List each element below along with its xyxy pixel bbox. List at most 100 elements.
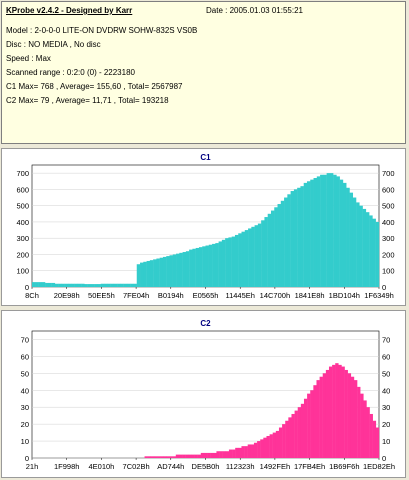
x-tick-label: 17FB4Eh bbox=[294, 462, 325, 471]
data-bar bbox=[179, 252, 183, 287]
data-bar bbox=[350, 376, 355, 458]
scanned-range-info: Scanned range : 0:2:0 (0) - 2223180 bbox=[6, 68, 135, 77]
data-bar bbox=[189, 249, 193, 287]
data-bar bbox=[290, 191, 295, 287]
data-bar bbox=[291, 413, 295, 458]
x-tick-label: 21h bbox=[26, 462, 39, 471]
data-bar bbox=[84, 284, 88, 287]
y-tick-label-right: 10 bbox=[382, 437, 390, 446]
app-header: KProbe v2.4.2 - Designed by Karr bbox=[6, 6, 133, 15]
data-bar bbox=[100, 283, 105, 287]
data-bar bbox=[74, 283, 79, 287]
data-bar bbox=[270, 210, 275, 287]
data-bar bbox=[51, 282, 56, 287]
x-tick-label: DE5B0h bbox=[192, 462, 220, 471]
data-bar bbox=[191, 454, 195, 458]
data-bar bbox=[166, 456, 170, 458]
data-bar bbox=[41, 282, 46, 287]
data-bar bbox=[285, 420, 289, 458]
y-tick-label-right: 400 bbox=[382, 218, 395, 227]
data-bar bbox=[146, 260, 151, 287]
data-bar bbox=[222, 451, 227, 458]
data-bar bbox=[238, 447, 242, 458]
data-bar bbox=[157, 456, 161, 458]
scan-date: Date : 2005.01.03 01:55:21 bbox=[206, 6, 303, 15]
data-bar bbox=[218, 241, 223, 287]
data-bar bbox=[260, 439, 264, 458]
y-tick-label-left: 100 bbox=[16, 267, 29, 276]
data-bar bbox=[251, 226, 255, 287]
data-bar bbox=[297, 407, 302, 458]
data-bar bbox=[253, 442, 258, 458]
data-bar bbox=[172, 254, 177, 287]
data-bar bbox=[274, 207, 278, 287]
data-bar bbox=[185, 454, 189, 458]
data-bar bbox=[335, 363, 339, 458]
data-bar bbox=[126, 283, 131, 287]
data-bar bbox=[205, 245, 209, 287]
data-bar bbox=[300, 186, 304, 287]
data-bar bbox=[280, 200, 285, 287]
y-tick-label-right: 700 bbox=[382, 169, 395, 178]
c2-chart-panel: C2 0 0 10 10 20 20 30 30 40 40 50 50 60 60 70 70 21h 1F998… bbox=[1, 310, 406, 478]
data-bar bbox=[231, 236, 236, 287]
data-bar bbox=[241, 231, 245, 287]
data-bar bbox=[192, 248, 196, 287]
y-tick-label-left: 60 bbox=[21, 352, 29, 361]
data-bar bbox=[221, 239, 226, 287]
data-bar bbox=[198, 247, 203, 287]
data-bar bbox=[143, 261, 147, 287]
data-bar bbox=[195, 247, 200, 287]
data-bar bbox=[90, 284, 95, 287]
data-bar bbox=[372, 218, 376, 287]
data-bar bbox=[316, 380, 320, 458]
c1-summary: C1 Max= 768 , Average= 155,60 , Total= 2… bbox=[6, 82, 183, 91]
y-tick-label-right: 60 bbox=[382, 352, 390, 361]
c2-summary: C2 Max= 79 , Average= 11,71 , Total= 193… bbox=[6, 96, 169, 105]
data-bar bbox=[202, 246, 206, 287]
data-bar bbox=[303, 182, 308, 287]
x-tick-label: AD744h bbox=[157, 462, 184, 471]
y-tick-label-left: 500 bbox=[16, 202, 29, 211]
data-bar bbox=[215, 243, 219, 287]
data-bar bbox=[159, 257, 164, 287]
scan-info-panel: KProbe v2.4.2 - Designed by Karr Date : … bbox=[1, 1, 406, 144]
data-bar bbox=[248, 228, 252, 287]
data-bar bbox=[207, 452, 211, 458]
data-bar bbox=[117, 283, 121, 287]
y-tick-label-right: 100 bbox=[382, 267, 395, 276]
data-bar bbox=[329, 173, 334, 287]
data-bar bbox=[94, 284, 98, 287]
data-bar bbox=[278, 427, 283, 458]
data-bar bbox=[269, 434, 273, 458]
c2-chart: C2 0 0 10 10 20 20 30 30 40 40 50 50 60 60 70 70 21h 1F998… bbox=[21, 319, 395, 471]
data-bar bbox=[232, 449, 236, 458]
data-bar bbox=[219, 451, 223, 458]
data-bar bbox=[362, 208, 367, 287]
data-bar bbox=[332, 364, 336, 458]
data-bar bbox=[322, 373, 327, 458]
data-bar bbox=[375, 427, 380, 458]
x-tick-label: 14C700h bbox=[260, 291, 290, 300]
data-bar bbox=[144, 456, 148, 458]
x-tick-label: 7FE04h bbox=[123, 291, 149, 300]
data-bar bbox=[310, 179, 314, 287]
data-bar bbox=[333, 174, 337, 287]
data-bar bbox=[359, 205, 363, 287]
data-bar bbox=[287, 194, 291, 287]
x-tick-label: 4E010h bbox=[88, 462, 114, 471]
model-info: Model : 2-0-0-0 LITE-ON DVDRW SOHW-832S … bbox=[6, 26, 198, 35]
data-bar bbox=[250, 444, 255, 458]
data-bar bbox=[163, 456, 167, 458]
data-bar bbox=[64, 283, 69, 287]
data-bar bbox=[306, 181, 311, 287]
data-bar bbox=[307, 393, 311, 458]
y-tick-label-left: 300 bbox=[16, 234, 29, 243]
data-bar bbox=[175, 454, 180, 458]
y-tick-label-left: 20 bbox=[21, 420, 29, 429]
data-bar bbox=[200, 452, 205, 458]
data-bar bbox=[365, 212, 370, 287]
data-bar bbox=[32, 282, 36, 287]
y-tick-label-left: 600 bbox=[16, 185, 29, 194]
data-bar bbox=[347, 373, 352, 458]
